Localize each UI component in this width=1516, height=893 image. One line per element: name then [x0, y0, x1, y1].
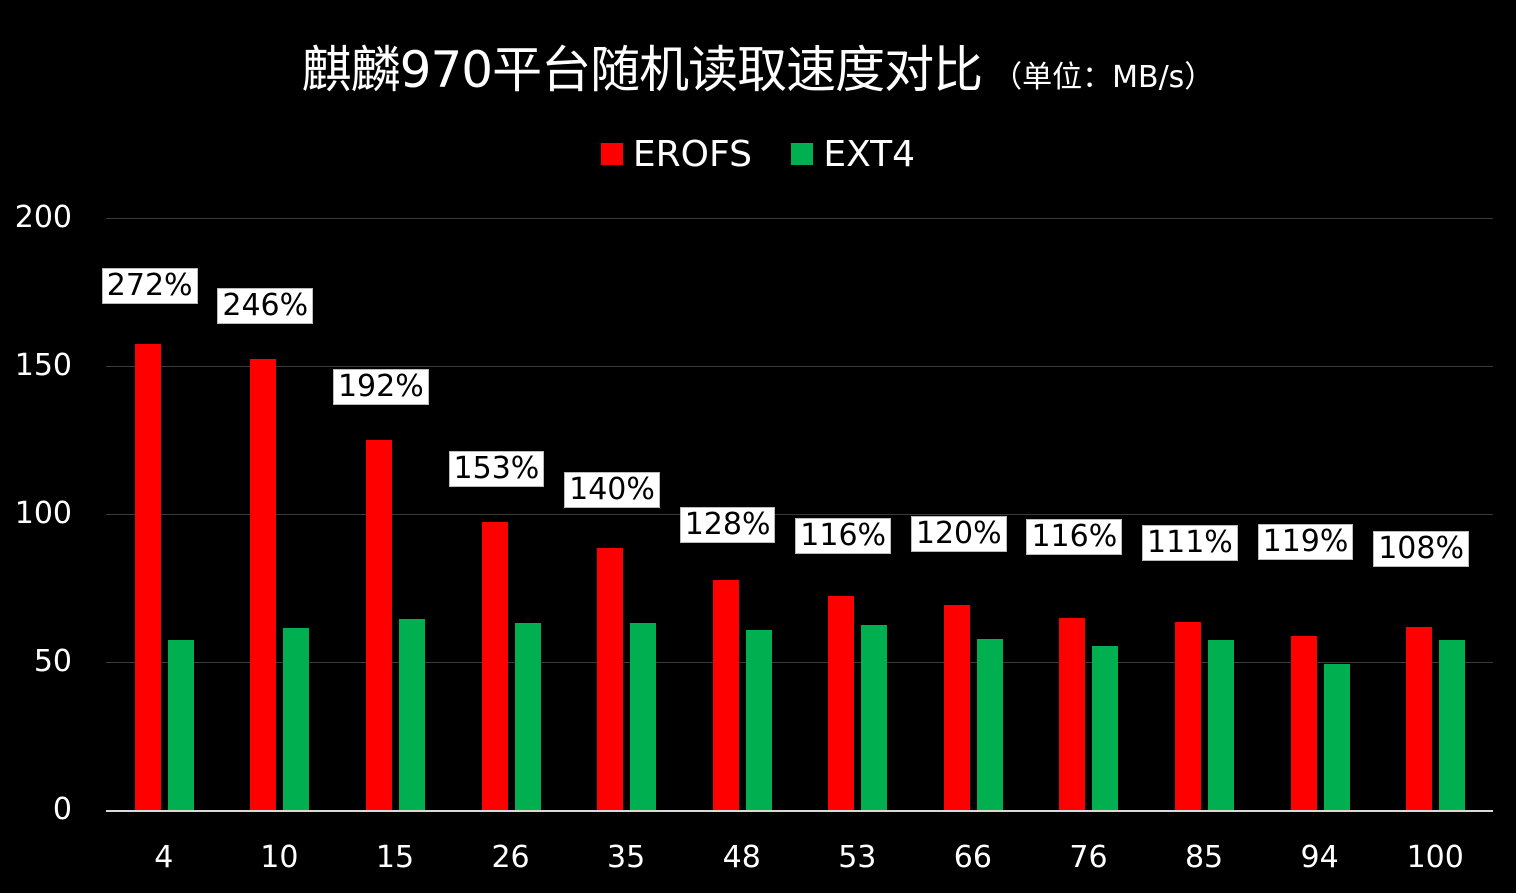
bar-ext4-100	[1439, 639, 1466, 811]
chart-title-main: 麒麟970平台随机读取速度对比	[301, 41, 983, 99]
bar-erofs-15	[365, 440, 392, 811]
x-tick-100: 100	[1406, 840, 1464, 875]
ratio-label-26: 153%	[448, 451, 545, 487]
bar-ext4-4	[167, 639, 194, 811]
bar-erofs-4	[134, 343, 161, 811]
bar-ext4-26	[514, 623, 541, 811]
bar-erofs-10	[250, 359, 277, 811]
bar-erofs-100	[1406, 626, 1433, 811]
x-tick-48: 48	[722, 840, 761, 875]
bar-ext4-35	[630, 623, 657, 811]
bar-erofs-53	[828, 596, 855, 811]
gridline-50	[106, 662, 1493, 663]
x-tick-76: 76	[1069, 840, 1108, 875]
ratio-label-76: 116%	[1026, 519, 1123, 555]
bar-erofs-26	[481, 522, 508, 811]
legend-label-ext4: EXT4	[823, 133, 916, 175]
y-tick-100: 100	[14, 496, 72, 531]
bar-erofs-94	[1290, 636, 1317, 811]
ratio-label-100: 108%	[1373, 531, 1469, 567]
x-tick-94: 94	[1300, 840, 1339, 875]
y-tick-50: 50	[33, 644, 72, 679]
bar-ext4-48	[745, 630, 772, 811]
x-tick-10: 10	[260, 840, 299, 875]
bar-erofs-48	[712, 580, 739, 811]
gridline-150	[106, 366, 1493, 367]
legend: EROFS EXT4	[0, 133, 1516, 175]
ratio-label-48: 128%	[679, 507, 776, 543]
x-tick-15: 15	[375, 840, 415, 875]
bar-erofs-66	[943, 604, 970, 811]
ratio-label-4: 272%	[101, 268, 198, 304]
y-tick-150: 150	[14, 348, 72, 383]
y-tick-0: 0	[52, 792, 72, 827]
bar-ext4-76	[1092, 646, 1119, 811]
chart-title-unit: （单位：MB/s）	[992, 60, 1215, 95]
x-tick-53: 53	[838, 840, 877, 875]
legend-label-erofs: EROFS	[632, 133, 752, 175]
x-tick-26: 26	[491, 840, 530, 875]
y-tick-200: 200	[14, 200, 72, 235]
legend-swatch-erofs	[600, 143, 623, 165]
bar-ext4-85	[1208, 639, 1235, 811]
ratio-label-35: 140%	[564, 472, 660, 508]
bar-ext4-53	[861, 625, 888, 811]
ratio-label-85: 111%	[1142, 525, 1238, 561]
ratio-label-94: 119%	[1257, 524, 1354, 560]
bar-ext4-15	[398, 618, 425, 811]
bar-erofs-76	[1059, 618, 1086, 811]
chart-title: 麒麟970平台随机读取速度对比 （单位：MB/s）	[0, 30, 1516, 102]
ratio-label-66: 120%	[910, 516, 1007, 552]
bar-erofs-35	[597, 547, 624, 811]
bar-erofs-85	[1175, 621, 1202, 811]
x-tick-4: 4	[154, 840, 174, 875]
gridline-200	[106, 218, 1493, 219]
x-tick-66: 66	[953, 840, 992, 875]
bar-ext4-66	[976, 639, 1003, 811]
ratio-label-10: 246%	[217, 288, 314, 324]
legend-item-ext4: EXT4	[791, 134, 915, 175]
legend-item-erofs: EROFS	[600, 133, 752, 175]
x-axis-line	[106, 810, 1493, 812]
x-tick-85: 85	[1184, 840, 1224, 875]
x-tick-35: 35	[607, 840, 646, 875]
bar-ext4-10	[283, 628, 310, 811]
legend-swatch-ext4	[791, 143, 814, 165]
bar-ext4-94	[1323, 663, 1350, 811]
gridline-100	[106, 514, 1493, 515]
ratio-label-15: 192%	[332, 369, 429, 405]
ratio-label-53: 116%	[795, 518, 892, 554]
